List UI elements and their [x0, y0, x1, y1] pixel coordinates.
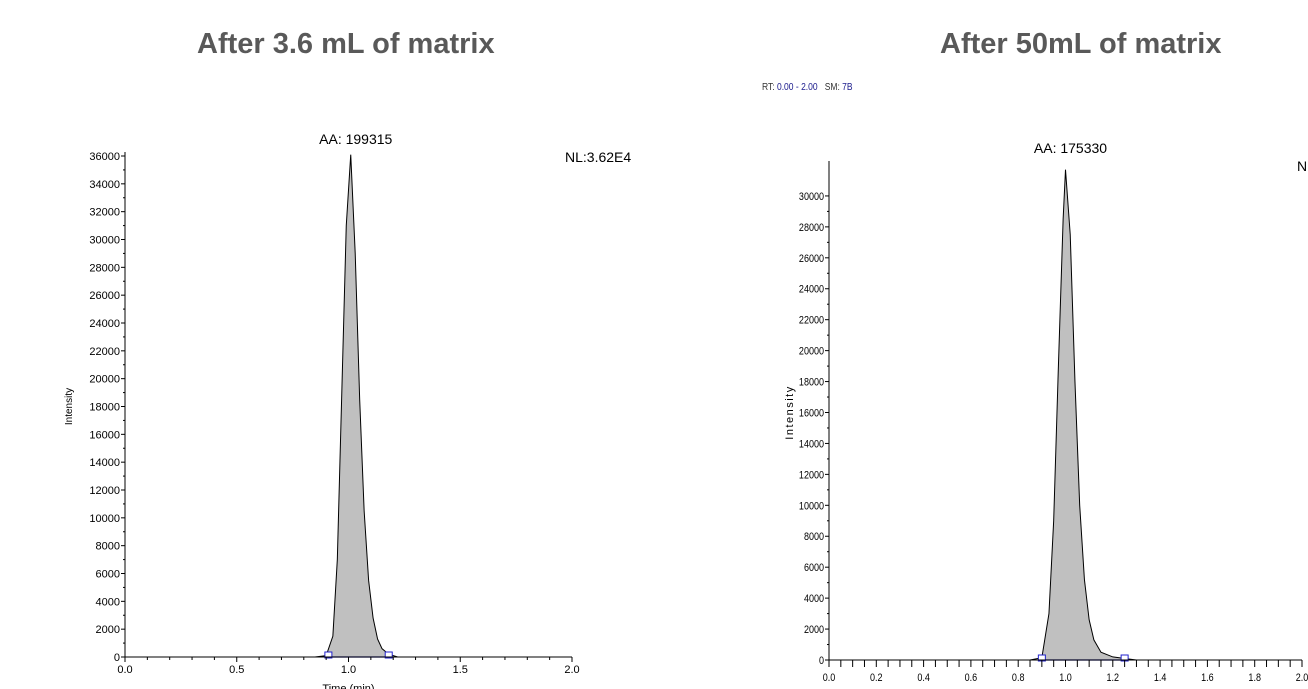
y-tick-label: 16000: [799, 408, 824, 420]
right-chromatogram: 0 2000 4000 6000 8000 10000 12000 14000 16000 180…: [784, 140, 1308, 684]
y-tick-label: 20000: [799, 346, 824, 358]
y-tick-label: 18000: [89, 402, 120, 414]
x-tick-label: 1.4: [1154, 672, 1167, 684]
y-tick-label: 22000: [89, 346, 120, 358]
trace-line: [829, 169, 1302, 661]
y-axis-label: Intensity: [64, 388, 75, 425]
y-tick-label: 18000: [799, 377, 824, 389]
nl-label: N: [1297, 158, 1307, 174]
y-tick-label: 2000: [96, 624, 120, 636]
y-tick-label: 14000: [89, 457, 120, 469]
peak-area-label: AA: 199315: [319, 131, 392, 147]
y-tick-label: 24000: [89, 318, 120, 330]
x-tick-label: 0.8: [1012, 672, 1025, 684]
x-tick-label: 1.0: [1059, 672, 1072, 684]
y-tick-label: 36000: [89, 151, 120, 163]
x-tick-label: 0.0: [823, 672, 836, 684]
rt-sm-header: RT: 0.00 - 2.00 SM: 7B: [762, 82, 853, 93]
y-tick-label: 10000: [89, 513, 120, 525]
y-tick-label: 34000: [89, 179, 120, 191]
x-tick-label: 1.6: [1201, 672, 1214, 684]
y-tick-label: 30000: [89, 235, 120, 247]
sm-value: 7B: [842, 82, 853, 93]
x-tick-label: 1.5: [453, 664, 468, 676]
y-tick-label: 26000: [799, 253, 824, 265]
peak-area-label: AA: 175330: [1034, 140, 1107, 156]
peak-area: [829, 169, 1302, 660]
y-tick-label: 4000: [804, 593, 824, 605]
y-tick-label: 24000: [799, 284, 824, 296]
x-tick-label: 0.0: [117, 664, 132, 676]
x-axis-label: Time (min): [322, 683, 374, 689]
y-tick-label: 30000: [799, 191, 824, 203]
y-tick-label: 6000: [804, 562, 824, 574]
x-tick-label: 0.5: [229, 664, 244, 676]
y-tick-label: 8000: [96, 541, 120, 553]
rt-prefix: RT:: [762, 82, 775, 93]
x-tick-label: 0.2: [870, 672, 883, 684]
y-tick-label: 26000: [89, 290, 120, 302]
y-tick-label: 16000: [89, 429, 120, 441]
y-tick-label: 32000: [89, 207, 120, 219]
y-tick-label: 22000: [799, 315, 824, 327]
y-tick-label: 28000: [89, 262, 120, 274]
left-chromatogram: 0 2000 4000 6000 8000 10000 12000 14000 16000 180…: [64, 131, 631, 689]
peak-area: [125, 154, 572, 658]
nl-label: NL:3.62E4: [565, 149, 631, 165]
y-tick-label: 12000: [89, 485, 120, 497]
y-tick-label: 2000: [804, 624, 824, 636]
x-tick-label: 2.0: [564, 664, 579, 676]
peak-start-marker: [324, 651, 333, 659]
y-tick-label: 28000: [799, 222, 824, 234]
x-tick-label: 1.2: [1107, 672, 1120, 684]
left-chart-title: After 3.6 mL of matrix: [197, 28, 495, 60]
y-tick-label: 12000: [799, 470, 824, 482]
x-tick-label: 0.6: [965, 672, 978, 684]
rt-range-value: 0.00 - 2.00: [776, 82, 818, 93]
y-tick-label: 10000: [799, 501, 824, 513]
y-tick-label: 14000: [799, 439, 824, 451]
right-chart-title: After 50mL of matrix: [940, 28, 1222, 60]
x-tick-label: 2.0: [1296, 672, 1308, 684]
sm-prefix: SM:: [824, 82, 840, 93]
y-tick-label: 0: [819, 655, 824, 667]
y-tick-label: 4000: [96, 596, 120, 608]
x-tick-label: 1.8: [1248, 672, 1261, 684]
peak-end-marker: [384, 651, 393, 659]
x-tick-label: 0.4: [917, 672, 930, 684]
y-tick-label: 8000: [804, 532, 824, 544]
y-tick-label: 6000: [96, 569, 120, 581]
x-tick-label: 1.0: [341, 664, 356, 676]
y-tick-label: 20000: [89, 374, 120, 386]
y-tick-label: 0: [114, 652, 120, 664]
y-axis-label: Intensity: [784, 385, 796, 439]
